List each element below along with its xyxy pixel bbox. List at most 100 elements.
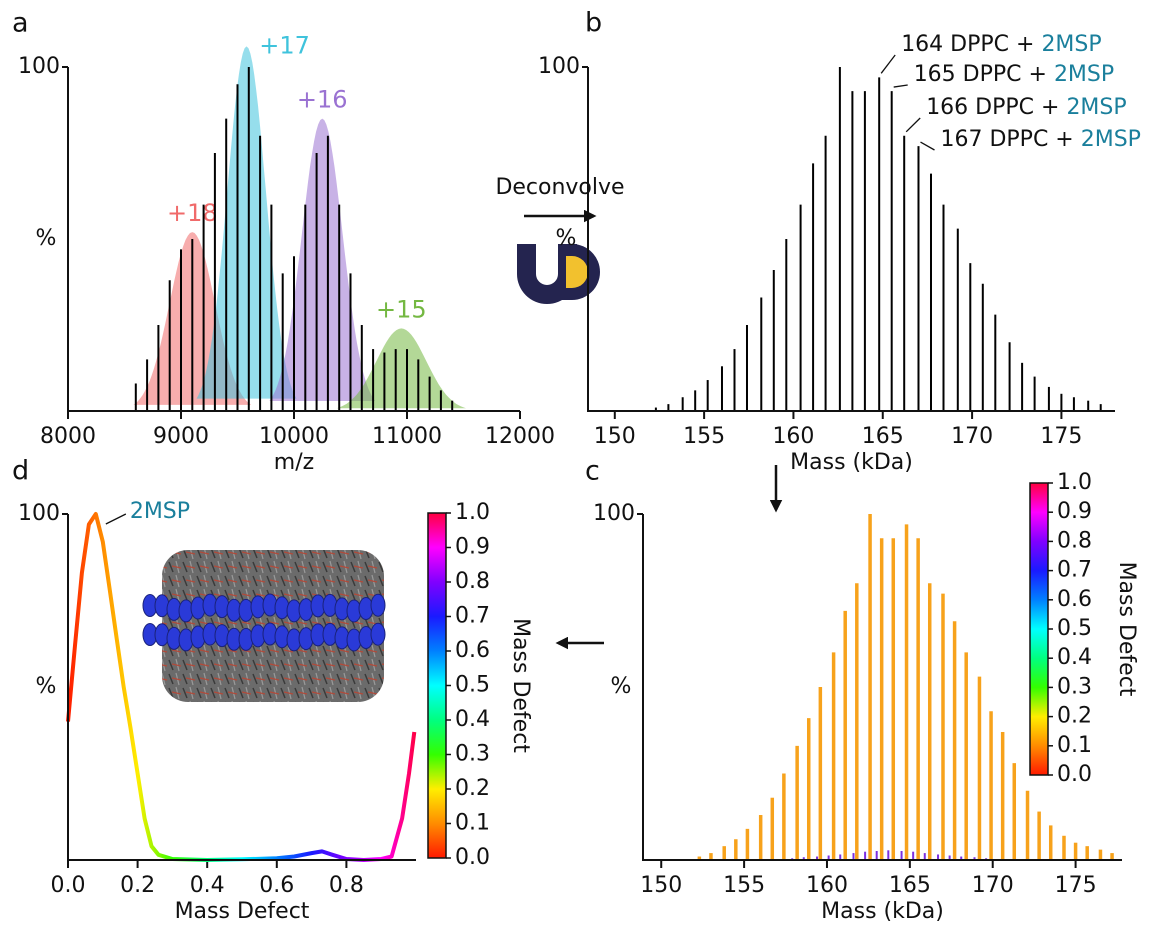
colorbar-tick-label: 1.0 xyxy=(455,500,490,525)
axes xyxy=(587,67,1115,412)
colorbar-tick-label: 0.5 xyxy=(455,673,490,698)
x-axis-label: Mass Defect xyxy=(175,899,310,924)
annotation-highlight: 2MSP xyxy=(1081,127,1141,152)
x-axis-label: Mass (kDa) xyxy=(790,450,913,475)
charge-envelope xyxy=(336,328,466,409)
x-tick-label: 0.0 xyxy=(51,873,86,898)
colorbar-tick-label: 0.9 xyxy=(1057,499,1092,524)
colorbar-tick-label: 0.4 xyxy=(1057,645,1092,670)
colorbar-tick-label: 0.1 xyxy=(455,811,490,836)
colorbar-tick-label: 0.2 xyxy=(455,776,490,801)
x-tick-label: 8000 xyxy=(40,424,96,449)
logo xyxy=(517,244,600,304)
x-tick-label: 175 xyxy=(1055,873,1097,898)
envelope-label: +17 xyxy=(259,31,310,59)
panel-letter: d xyxy=(12,456,29,487)
x-tick-label: 10000 xyxy=(259,424,329,449)
annotation-leader xyxy=(105,513,127,525)
x-tick-label: 150 xyxy=(640,873,682,898)
y-axis-label: % xyxy=(36,226,57,251)
colorbar-label: Mass Defect xyxy=(508,618,533,753)
x-tick-label: 0.6 xyxy=(259,873,294,898)
colorbar-tick-label: 0.2 xyxy=(1057,704,1092,729)
colorbar xyxy=(1029,482,1049,776)
panel-letter: a xyxy=(12,8,29,39)
colorbar-tick-label: 0.6 xyxy=(455,638,490,663)
annotation: 165 DPPC + 2MSP xyxy=(914,62,1114,87)
x-tick-label: 160 xyxy=(772,424,814,449)
annotation-leader xyxy=(880,54,896,74)
annotation-text: 165 DPPC + xyxy=(914,62,1054,87)
x-tick-label: 0.2 xyxy=(120,873,155,898)
colorbar-label: Mass Defect xyxy=(1114,562,1139,697)
x-tick-label: 170 xyxy=(951,424,993,449)
annotation-text: 164 DPPC + xyxy=(901,32,1041,57)
annotation: 2MSP xyxy=(130,499,190,524)
x-tick-label: 9000 xyxy=(153,424,209,449)
colorbar-tick-label: 0.6 xyxy=(1057,587,1092,612)
y-tick-label: 100 xyxy=(18,54,60,79)
x-tick-label: 165 xyxy=(889,873,931,898)
annotation-highlight: 2MSP xyxy=(1041,32,1101,57)
x-axis-label: m/z xyxy=(274,450,314,475)
axes xyxy=(67,514,416,861)
annotation: 164 DPPC + 2MSP xyxy=(901,32,1101,57)
x-tick-label: 11000 xyxy=(372,424,442,449)
x-tick-label: 0.8 xyxy=(329,873,364,898)
colorbar-tick-label: 0.1 xyxy=(1057,733,1092,758)
panel-letter: c xyxy=(585,456,600,487)
x-tick-label: 165 xyxy=(862,424,904,449)
nanodisc-inset xyxy=(142,550,386,702)
colorbar-tick-label: 0.7 xyxy=(455,604,490,629)
x-tick-label: 170 xyxy=(972,873,1014,898)
annotation-highlight: 2MSP xyxy=(1066,95,1126,120)
colorbar-tick-label: 0.8 xyxy=(455,569,490,594)
colorbar-tick-label: 0.8 xyxy=(1057,528,1092,553)
y-axis-label: % xyxy=(611,674,632,699)
colorbar xyxy=(427,512,447,859)
x-tick-label: 12000 xyxy=(485,424,555,449)
envelope-label: +15 xyxy=(376,295,427,323)
envelope-label: +18 xyxy=(167,199,218,227)
colorbar-tick-label: 0.0 xyxy=(1057,762,1092,787)
annotation-text: 166 DPPC + xyxy=(926,95,1066,120)
annotation-leader xyxy=(905,117,921,133)
annotation-text: 167 DPPC + xyxy=(940,127,1080,152)
axes xyxy=(67,67,520,412)
colorbar-tick-label: 0.3 xyxy=(455,742,490,767)
y-tick-label: 100 xyxy=(593,501,635,526)
y-axis-label: % xyxy=(36,674,57,699)
colorbar-tick-label: 0.7 xyxy=(1057,558,1092,583)
x-tick-label: 155 xyxy=(723,873,765,898)
panel-letter: b xyxy=(585,8,602,39)
x-axis-label: Mass (kDa) xyxy=(821,899,944,924)
annotation-highlight: 2MSP xyxy=(1054,62,1114,87)
colorbar-tick-label: 0.3 xyxy=(1057,674,1092,699)
annotation: 167 DPPC + 2MSP xyxy=(940,127,1140,152)
charge-envelope xyxy=(269,118,376,401)
arrow-label: Deconvolve xyxy=(495,175,624,200)
x-tick-label: 175 xyxy=(1040,424,1082,449)
helix-turn xyxy=(370,622,386,646)
annotation: 166 DPPC + 2MSP xyxy=(926,95,1126,120)
y-tick-label: 100 xyxy=(538,54,580,79)
x-tick-label: 0.4 xyxy=(190,873,225,898)
envelope-label: +16 xyxy=(297,86,348,114)
axes xyxy=(642,514,1122,861)
colorbar-tick-label: 0.5 xyxy=(1057,616,1092,641)
x-tick-label: 150 xyxy=(594,424,636,449)
annotation-leader xyxy=(893,84,908,88)
y-tick-label: 100 xyxy=(18,501,60,526)
x-tick-label: 155 xyxy=(683,424,725,449)
colorbar-tick-label: 0.9 xyxy=(455,535,490,560)
x-tick-label: 160 xyxy=(806,873,848,898)
helix-turn xyxy=(370,593,386,617)
annotation-leader xyxy=(920,141,935,151)
colorbar-tick-label: 0.4 xyxy=(455,707,490,732)
y-axis-label: % xyxy=(556,226,577,251)
colorbar-tick-label: 1.0 xyxy=(1057,470,1092,495)
colorbar-tick-label: 0.0 xyxy=(455,845,490,870)
